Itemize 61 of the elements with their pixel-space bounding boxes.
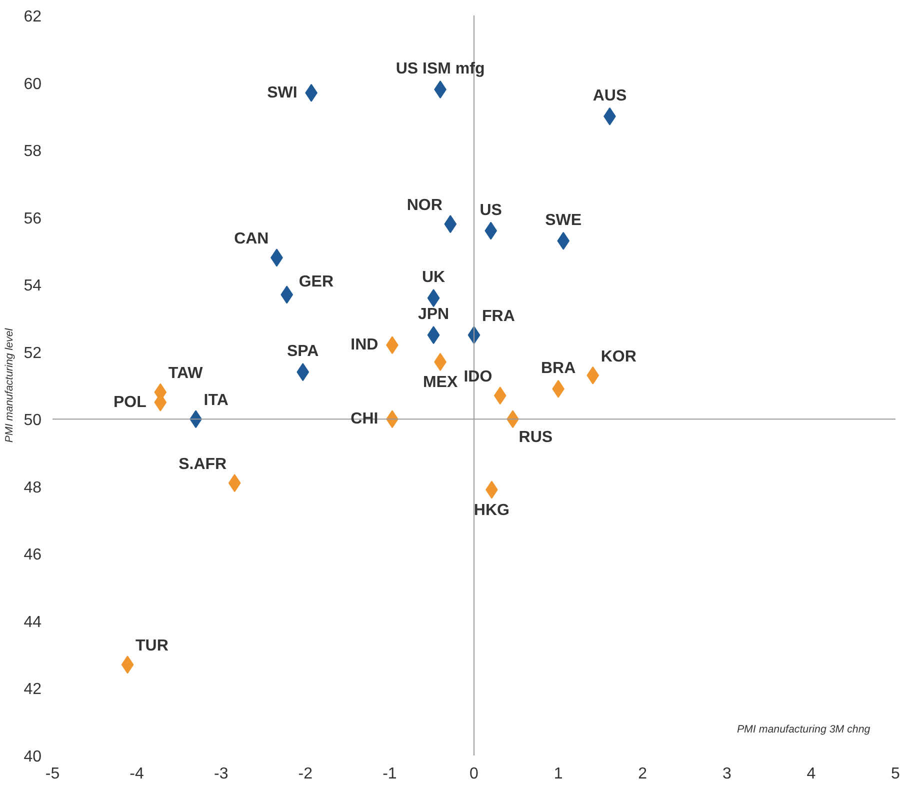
annotation: GER	[298, 274, 334, 291]
point	[121, 656, 134, 674]
x-tick-label: 0	[470, 766, 479, 782]
annotation: UK	[422, 269, 446, 286]
y-tick-label: 44	[24, 614, 42, 631]
annotation: HKG	[474, 502, 510, 519]
y-tick-label: 60	[24, 76, 42, 93]
y-tick-label: 62	[24, 8, 42, 26]
point	[494, 386, 506, 405]
annotation: SWE	[545, 212, 582, 229]
y-tick-label: 54	[24, 278, 42, 295]
y-tick-label: 42	[24, 681, 42, 698]
point	[280, 286, 294, 304]
annotation: SWI	[267, 84, 298, 102]
y-tick-label: 50	[24, 412, 42, 430]
annotation: JPN	[418, 306, 450, 324]
y-tick-label: 52	[24, 344, 42, 362]
x-tick-label: 5	[891, 766, 900, 782]
annotation: POL	[114, 394, 147, 411]
x-tick-label: -4	[130, 766, 144, 782]
x-axis-title: PMI manufacturing 3M chng	[736, 723, 870, 736]
annotation: IDO	[464, 368, 492, 386]
point	[296, 363, 310, 382]
point	[557, 232, 570, 250]
x-tick-label: -2	[298, 766, 313, 782]
point	[444, 215, 457, 234]
x-tick-label: 1	[554, 766, 563, 782]
x-tick-label: 4	[806, 766, 816, 782]
point	[228, 474, 241, 492]
annotation: TUR	[136, 638, 169, 655]
annotation: BRA	[540, 360, 576, 377]
annotation: IND	[350, 336, 378, 354]
point	[427, 326, 440, 344]
y-tick-label: 56	[24, 210, 42, 228]
point	[484, 222, 498, 240]
annotation: NOR	[406, 197, 443, 214]
annotation: MEX	[422, 374, 458, 391]
y-tick-label: 40	[24, 748, 42, 766]
x-tick-label: -3	[214, 766, 228, 782]
annotation: US ISM mfg	[396, 60, 485, 78]
annotation: SPA	[287, 343, 320, 360]
y-axis-title: PMI manufacturing level	[4, 328, 16, 443]
point	[586, 366, 600, 384]
annotation: TAW	[168, 365, 204, 382]
x-tick-label: -1	[382, 766, 397, 782]
annotation: ITA	[204, 392, 229, 410]
y-tick-label: 58	[24, 143, 42, 160]
annotation: AUS	[592, 87, 627, 104]
annotation: CAN	[234, 230, 269, 248]
y-tick-label: 46	[24, 546, 42, 564]
annotation: CHI	[350, 410, 378, 428]
annotation: FRA	[482, 308, 516, 326]
x-tick-label: 3	[722, 766, 732, 782]
y-tick-label: 48	[24, 479, 42, 496]
x-tick-label: 2	[638, 766, 648, 782]
annotation: US	[480, 202, 502, 219]
x-tick-label: -5	[45, 766, 60, 782]
annotation: RUS	[518, 429, 553, 446]
annotation: KOR	[600, 348, 637, 366]
point	[427, 289, 440, 308]
annotation: S.AFR	[178, 456, 228, 474]
